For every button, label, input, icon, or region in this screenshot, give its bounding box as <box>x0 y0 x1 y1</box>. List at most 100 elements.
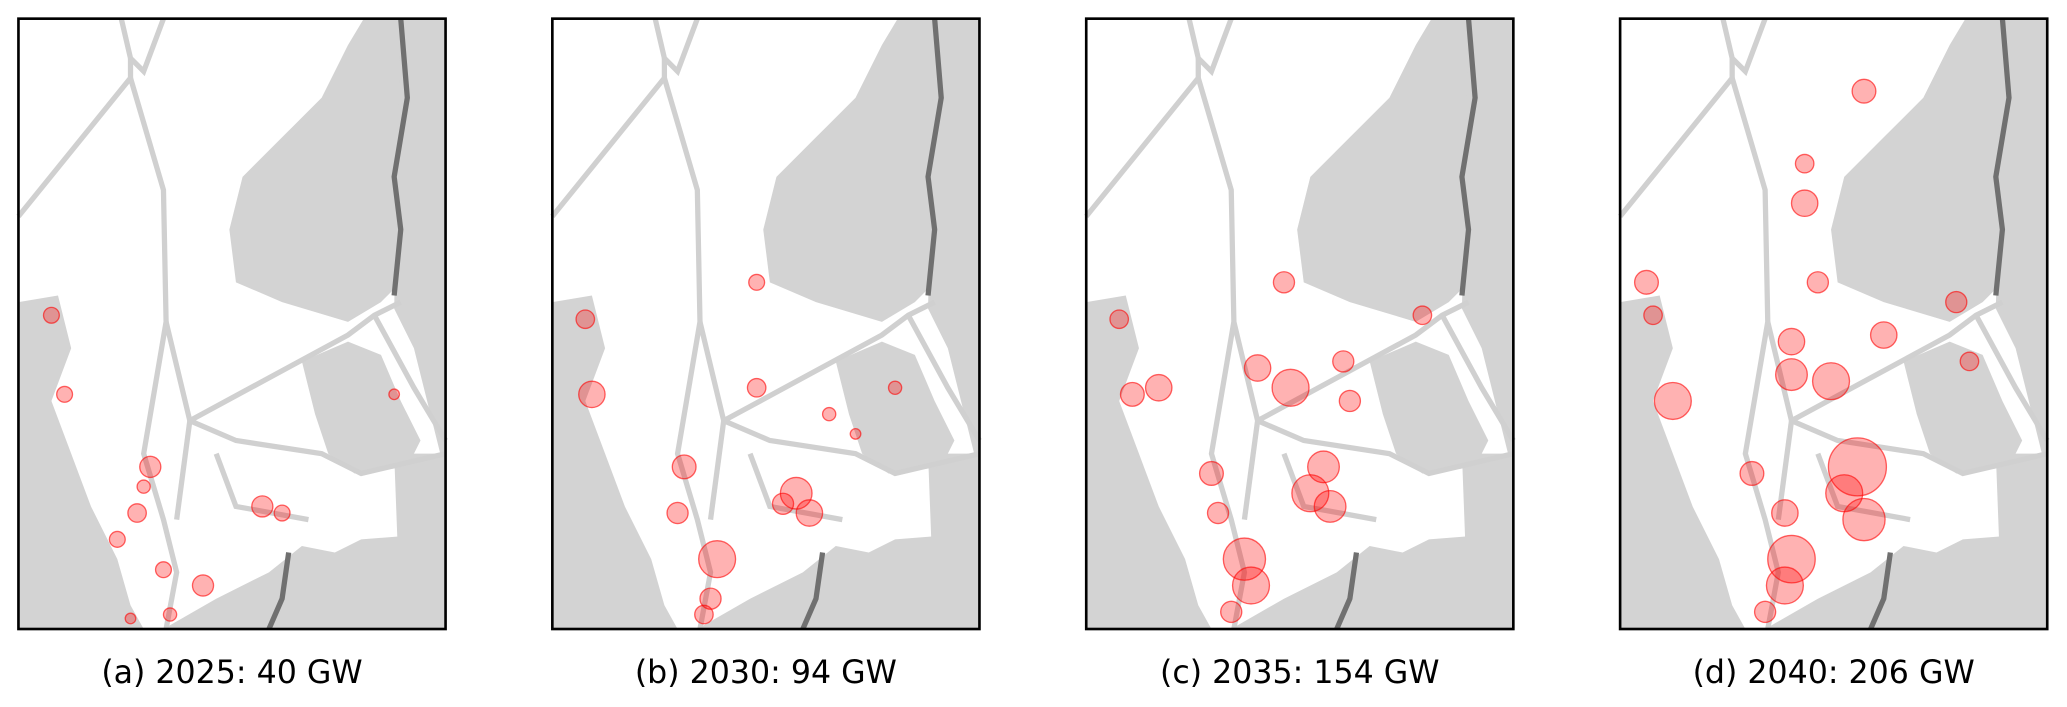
route <box>118 17 166 77</box>
land <box>1369 341 1489 474</box>
route <box>905 314 982 442</box>
panel-caption: (c) 2035: 154 GW <box>1160 655 1439 691</box>
site-bubble <box>1653 381 1692 421</box>
site-bubble <box>671 454 697 480</box>
site-bubble <box>795 499 824 527</box>
route <box>1186 17 1234 77</box>
site-bubble <box>849 427 862 440</box>
route <box>1231 299 1470 425</box>
route <box>1281 452 1377 523</box>
site-bubble <box>1851 78 1877 104</box>
site-bubble <box>575 309 596 330</box>
site-bubble <box>273 504 291 522</box>
site-bubble <box>108 530 126 548</box>
land <box>697 532 980 630</box>
panel-frame <box>1084 17 1515 631</box>
site-bubble <box>1222 537 1267 581</box>
site-bubble <box>887 380 903 396</box>
route <box>1195 77 1248 630</box>
route <box>1720 17 1768 77</box>
land <box>1231 532 1514 630</box>
site-bubble <box>1945 290 1968 314</box>
panel-caption: (b) 2030: 94 GW <box>635 655 897 691</box>
site-bubble <box>1959 351 1980 372</box>
land <box>1831 18 2003 322</box>
site-bubble <box>1338 389 1362 413</box>
route <box>1815 452 1911 523</box>
land <box>928 18 980 630</box>
site-bubble <box>139 455 162 479</box>
land <box>394 18 446 630</box>
site-bubble <box>124 612 137 625</box>
site-bubble <box>42 306 60 324</box>
site-bubble <box>1198 460 1224 486</box>
site-bubble <box>1753 600 1777 624</box>
site-bubble <box>1243 354 1272 382</box>
route <box>652 17 700 77</box>
route <box>1439 314 1516 442</box>
route <box>1256 418 1514 477</box>
site-bubble <box>1739 460 1765 486</box>
site-bubble <box>699 587 722 610</box>
land <box>1765 532 2048 630</box>
land <box>1086 295 1212 630</box>
land <box>301 341 421 474</box>
route <box>707 420 727 520</box>
route <box>163 299 402 425</box>
route <box>174 420 193 520</box>
site-bubble <box>1220 600 1243 624</box>
site-bubble <box>1790 189 1819 218</box>
site-bubble <box>1765 566 1805 605</box>
route <box>1790 418 2048 477</box>
site-bubble <box>694 604 714 625</box>
site-bubble <box>1206 501 1230 525</box>
site-bubble <box>1794 153 1815 174</box>
map-panel <box>16 17 448 631</box>
site-bubble <box>1643 305 1663 326</box>
border <box>266 18 410 631</box>
border <box>800 18 944 631</box>
site-bubble <box>162 607 178 622</box>
site-bubble <box>388 388 401 401</box>
site-bubble <box>578 380 606 409</box>
route <box>1973 314 2050 442</box>
land <box>163 532 446 630</box>
land <box>763 18 935 322</box>
route <box>722 418 981 477</box>
route <box>697 299 936 425</box>
site-bubble <box>1144 373 1173 402</box>
land <box>18 295 144 630</box>
site-bubble <box>1842 497 1886 542</box>
site-bubble <box>127 503 147 523</box>
site-bubble <box>666 501 689 525</box>
site-bubble <box>191 574 215 597</box>
site-bubble <box>698 540 737 579</box>
site-bubble <box>771 492 795 515</box>
border <box>1334 18 1478 631</box>
land <box>835 341 955 474</box>
route <box>1729 77 1782 630</box>
site-bubble <box>154 561 173 579</box>
land <box>552 295 678 630</box>
land <box>1297 18 1469 322</box>
route <box>1241 420 1261 520</box>
route <box>661 77 714 630</box>
site-bubble <box>1291 474 1330 513</box>
route <box>213 452 309 523</box>
route <box>747 452 843 523</box>
site-bubble <box>1633 269 1660 295</box>
map-panel <box>1084 17 1516 631</box>
site-bubble <box>748 273 766 291</box>
site-bubble <box>251 495 274 518</box>
map-panel <box>1618 17 2050 631</box>
site-bubble <box>56 385 74 403</box>
site-bubble <box>1767 534 1816 584</box>
route <box>1775 420 1795 520</box>
site-bubble <box>1109 309 1130 330</box>
site-bubble <box>1313 489 1347 523</box>
site-bubble <box>1271 368 1310 407</box>
route <box>127 77 180 630</box>
land <box>1995 18 2048 630</box>
panel-caption: (a) 2025: 40 GW <box>101 655 362 691</box>
